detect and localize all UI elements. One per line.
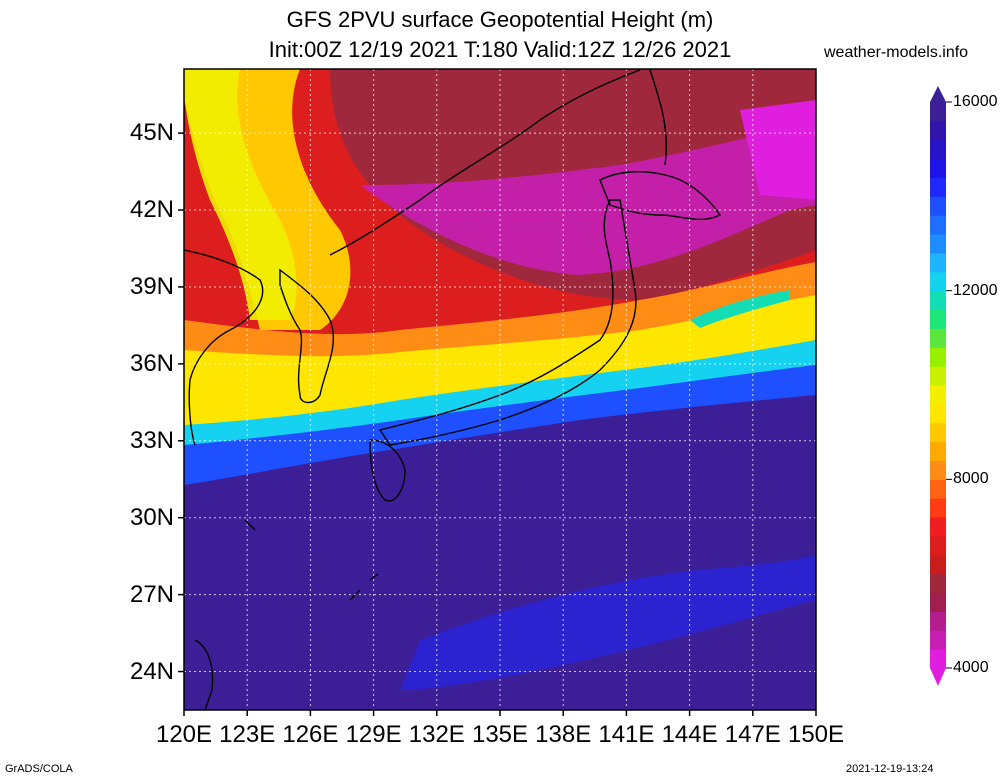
colorbar-segment [930,158,946,178]
colorbar-segment [930,573,946,594]
colorbar-segment [930,517,946,537]
longitude-label: 147E [724,721,781,748]
colorbar-segment [930,479,946,499]
field-lightyellow-swirl [184,69,297,320]
graticule [184,69,816,710]
colorbar-segment [930,535,946,556]
longitude-label: 129E [345,721,402,748]
field-blue-speckles [400,555,816,690]
latitude-label: 27N [129,580,174,608]
colorbar-label: 12000 [953,281,998,299]
coast-japan-honshu [378,199,637,446]
colorbar-segment [930,328,946,348]
longitude-label: 138E [535,721,592,748]
colorbar-min-arrow [930,668,946,686]
software-credit: GrADS/COLA [5,763,73,775]
colorbar-segment [930,611,946,631]
colorbar-max-arrow [930,86,946,102]
chart-title: GFS 2PVU surface Geopotential Height (m) [286,7,714,32]
longitude-label: 135E [471,721,529,748]
latitude-label: 24N [129,657,174,685]
colorbar-segment [930,460,946,480]
colorbar-segment [930,422,946,443]
latitude-label: 45N [129,119,174,147]
colorbar [930,86,952,686]
latitude-label: 39N [129,272,174,300]
field-cyan-streak [690,290,790,328]
longitude-label: 126E [282,721,339,748]
longitude-label: 123E [219,721,276,748]
colorbar-label: 16000 [953,93,998,110]
source-credit: weather-models.info [824,44,969,61]
coast-russia [329,69,641,256]
longitude-label: 141E [598,721,655,748]
coast-china-north [184,249,264,446]
colorbar-segment [930,177,946,197]
colorbar-segment [930,498,946,518]
longitude-label: 150E [787,721,845,748]
field-magenta-core [360,120,816,275]
timestamp: 2021-12-19-13:24 [846,763,934,775]
colorbar-segment [930,102,946,122]
colorbar-segment [930,366,946,386]
colorbar-segment [930,120,946,141]
chart-subtitle: Init:00Z 12/19 2021 T:180 Valid:12Z 12/2… [268,37,732,62]
colorbar-segment [930,271,946,292]
longitude-label: 132E [408,721,465,748]
longitude-label: 120E [155,721,213,748]
colorbar-segment [930,309,946,329]
latitude-label: 33N [129,426,174,454]
colorbar-segment [930,196,946,216]
coast-korea [279,268,334,404]
colorbar-label: 4000 [953,659,989,676]
colorbar-segment [930,630,946,650]
latitude-label: 30N [129,503,174,531]
axis-ticks [178,132,817,716]
coast-hokkaido [599,171,722,221]
colorbar-segment [930,554,946,575]
coast-taiwan [194,639,214,710]
colorbar-segment [930,215,946,235]
colorbar-segment [930,347,946,367]
colorbar-segment [930,441,946,461]
colorbar-label: 8000 [953,470,989,488]
colorbar-segment [930,403,946,424]
field-magenta-ne [740,100,816,200]
latitude-label: 42N [129,196,174,224]
colorbar-segment [930,139,946,160]
colorbar-segment [930,234,946,254]
colorbar-segment [930,649,946,669]
colorbar-segment [930,290,946,311]
longitude-label: 144E [661,721,718,748]
colorbar-segment [930,385,946,405]
coast-sakhalin [649,69,668,166]
colorbar-segment [930,252,946,273]
latitude-label: 36N [129,349,174,377]
colorbar-segment [930,592,946,612]
geopotential-field [184,69,816,710]
